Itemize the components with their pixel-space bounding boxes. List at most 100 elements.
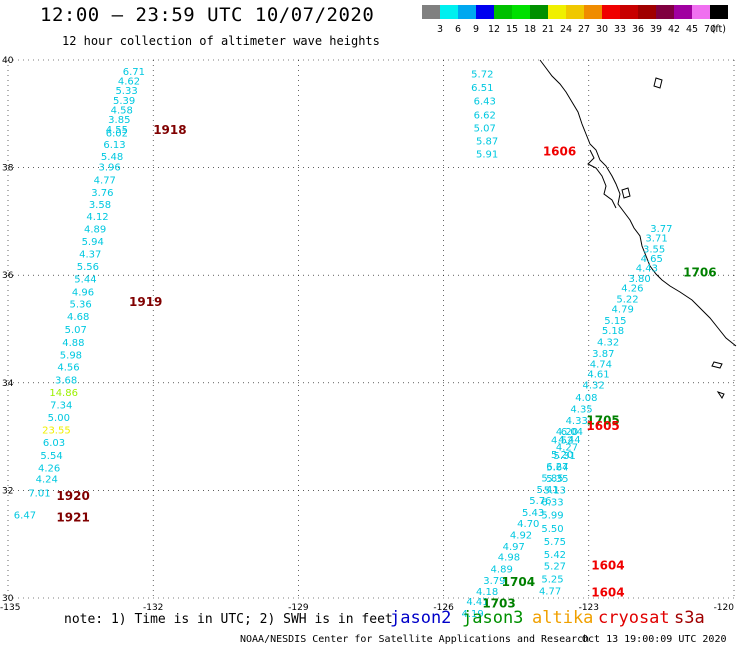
wave-height-value: 4.24 [36,475,58,486]
wave-height-value: 4.35 [570,405,592,416]
wave-height-value: 5.27 [544,562,566,573]
wave-height-value: 3.71 [645,234,667,245]
wave-height-value: 6.43 [474,96,496,107]
wave-height-value: 5.72 [471,69,493,80]
wave-height-value: 4.18 [476,587,498,598]
scale-label: 3 [437,24,443,35]
wave-height-value: 5.25 [541,575,563,586]
scale-label: 15 [506,24,518,35]
legend-jason3: jason3 [462,608,524,628]
wave-height-value: 4.27 [556,442,578,453]
scale-swatch [566,5,584,19]
wave-height-value: 6.51 [471,83,493,94]
scale-swatch [656,5,674,19]
scale-swatch [692,5,710,19]
wave-height-value: 5.07 [474,123,496,134]
y-tick-label: 38 [2,164,14,174]
wave-height-value: 5.36 [69,300,91,311]
wave-height-value: 3.76 [91,188,113,199]
footer-credit: NOAA/NESDIS Center for Satellite Applica… [240,634,590,645]
scale-swatch [422,5,440,19]
pass-time-label: 1920 [56,489,89,503]
scale-label: 70 [704,24,716,35]
scale-swatch [638,5,656,19]
wave-height-value: 4.96 [72,287,94,298]
coastline-bay [587,149,617,209]
wave-height-value: 5.13 [544,485,566,496]
scale-label: 18 [524,24,536,35]
scale-label: 24 [560,24,572,35]
wave-height-value: 5.15 [604,316,626,327]
legend-cryosat: cryosat [598,608,670,628]
legend-jason2: jason2 [390,608,452,628]
pass-time-label: 1921 [56,510,89,524]
scale-label: 12 [488,24,500,35]
axis-labels: -135 -132 -129 -126 -123 -120 30 32 34 36 38 40 [0,56,734,613]
pass-time-label: 1703 [482,596,515,610]
wave-height-value: 3.58 [89,200,111,211]
wave-height-value: 6.04 [561,427,583,438]
wave-height-value: 4.55 [106,125,128,136]
scale-swatch [674,5,692,19]
wave-height-value: 3.68 [55,376,77,387]
scale-swatch [584,5,602,19]
inland-lake [653,77,663,89]
pass-time-label: 1605 [586,419,619,433]
wave-height-value: 3.87 [592,349,614,360]
scale-label: 21 [542,24,554,35]
wave-height-value: 4.20 [556,427,578,438]
wave-height-value: 4.74 [590,359,612,370]
pass-time-label: 1606 [543,144,576,158]
wave-height-value: 23.55 [42,426,71,437]
wave-height-value: 6.33 [541,498,563,509]
scale-label: 42 [668,24,680,35]
wave-height-value: 4.68 [67,312,89,323]
map-subtitle: 12 hour collection of altimeter wave hei… [62,34,380,48]
wave-height-value: 5.07 [65,325,87,336]
scale-label: 33 [614,24,626,35]
legend-altika: altika [532,608,594,628]
wave-height-value: 6.03 [43,438,65,449]
wave-height-value: 5.44 [74,274,96,285]
y-tick-label: 34 [2,379,14,389]
y-tick-label: 40 [2,56,14,66]
wave-height-value: 4.41 [466,597,488,608]
wave-height-value: 3.77 [650,224,672,235]
track-points: 6.714.625.335.394.583.854.556.026.135.48… [14,67,673,620]
pass-time-label: 1705 [586,413,619,427]
wave-height-value: 4.26 [38,463,60,474]
wave-height-value: 4.70 [517,519,539,530]
wave-height-value: 5.50 [541,524,563,535]
wave-height-value: 5.22 [616,294,638,305]
wave-height-value: 4.65 [641,254,663,265]
wave-height-value: 5.43 [522,508,544,519]
wave-height-value: 3.85 [108,115,130,126]
wave-height-value: 5.64 [546,463,568,474]
pass-time-label: 1704 [502,575,535,589]
wave-height-value: 5.31 [553,451,575,462]
wave-height-value: 6.62 [474,110,496,121]
x-tick-label: -126 [433,603,454,613]
wave-height-value: 5.75 [544,537,566,548]
scale-swatch [620,5,638,19]
coastline [539,59,737,347]
wave-height-value: 4.33 [566,416,588,427]
x-tick-label: -120 [714,603,735,613]
footer-timestamp: Oct 13 19:00:09 UTC 2020 [582,634,727,645]
wave-height-value: 5.48 [101,152,123,163]
scale-unit: (ft) [712,24,726,35]
island [711,361,723,369]
wave-height-value: 5.18 [602,326,624,337]
wave-height-value: 4.26 [621,284,643,295]
wave-height-value: 5.00 [48,413,70,424]
wave-height-value: 5.54 [40,451,62,462]
wave-height-value: 4.61 [587,370,609,381]
wave-height-value: 5.87 [476,137,498,148]
wave-height-value: 4.77 [539,586,561,597]
wave-height-value: 4.92 [510,531,532,542]
scale-label: 6 [455,24,461,35]
wave-height-value: 4.19 [462,609,484,620]
wave-height-value: 6.47 [14,511,36,522]
wave-height-value: 5.39 [113,96,135,107]
